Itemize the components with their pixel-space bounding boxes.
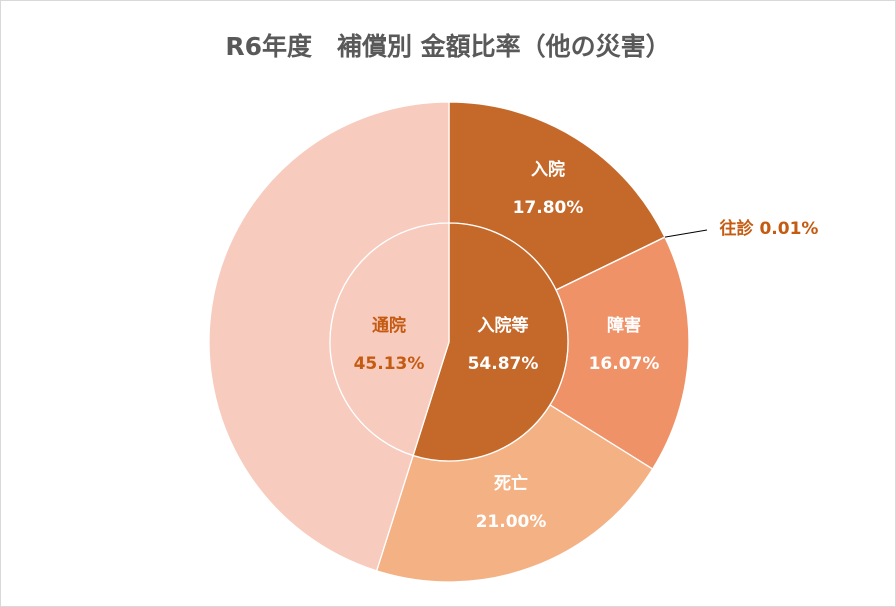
- label-shogai: 障害 16.07%: [589, 307, 660, 383]
- label-shibo-value: 21.00%: [475, 512, 547, 532]
- label-oushin: 往診 0.01%: [720, 210, 819, 248]
- label-oushin-name: 往診: [719, 219, 754, 239]
- inner-slice-1: [329, 222, 450, 457]
- label-shogai-value: 16.07%: [588, 354, 660, 374]
- label-shibo: 死亡 21.00%: [476, 465, 547, 541]
- chart-title: R6年度 補償別 金額比率（他の災害）: [225, 32, 671, 61]
- label-tsuin-name: 通院: [372, 316, 406, 336]
- label-shibo-name: 死亡: [494, 474, 528, 494]
- label-tsuin-value: 45.13%: [353, 354, 425, 374]
- leader-line: [664, 229, 708, 238]
- label-nyuin-value: 17.80%: [512, 198, 584, 218]
- label-tsuin: 通院 45.13%: [354, 307, 425, 383]
- label-nyuinto-name: 入院等: [477, 316, 529, 336]
- label-nyuin: 入院 17.80%: [513, 151, 584, 227]
- label-nyuin-name: 入院: [531, 160, 565, 180]
- label-shogai-name: 障害: [607, 316, 641, 336]
- inner-slice-0: [412, 222, 569, 462]
- label-nyuinto: 入院等 54.87%: [468, 307, 539, 383]
- label-nyuinto-value: 54.87%: [467, 354, 539, 374]
- label-oushin-value: 0.01%: [759, 219, 819, 239]
